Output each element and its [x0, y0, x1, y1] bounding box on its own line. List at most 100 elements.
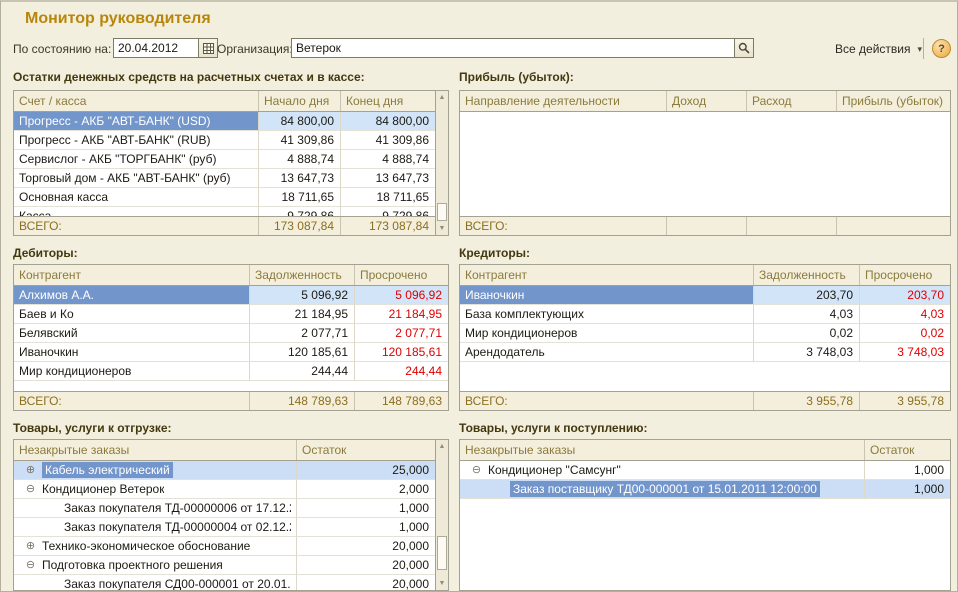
overdue-value: 120 185,61	[355, 343, 448, 362]
remainder-value: 1,000	[865, 461, 950, 480]
debtors-col-counterparty[interactable]: Контрагент	[14, 265, 250, 285]
table-row[interactable]: Мир кондиционеров 244,44 244,44	[14, 362, 448, 381]
scroll-down-icon[interactable]: ▼	[438, 580, 446, 587]
table-row[interactable]: Заказ покупателя ТД-00000004 от 02.12.20…	[14, 518, 435, 537]
creditors-col-debt[interactable]: Задолженность	[754, 265, 860, 285]
cash-scrollbar[interactable]: ▲ ▼	[435, 91, 448, 235]
account-name: Касса	[14, 207, 259, 216]
scroll-down-icon[interactable]: ▼	[438, 225, 446, 232]
remainder-value: 20,000	[297, 537, 435, 556]
receipt-col-orders[interactable]: Незакрытые заказы	[460, 440, 865, 460]
total-debt: 3 955,78	[754, 392, 860, 410]
scroll-up-icon[interactable]: ▲	[438, 443, 446, 450]
counterparty-name: Арендодатель	[460, 343, 754, 362]
table-row[interactable]: Касса 9 729,86 9 729,86	[14, 207, 435, 216]
table-row[interactable]: Торговый дом - АКБ "АВТ-БАНК" (руб) 13 6…	[14, 169, 435, 188]
organization-field	[291, 38, 754, 58]
start-balance: 18 711,65	[259, 188, 341, 207]
end-balance: 9 729,86	[341, 207, 435, 216]
debt-value: 203,70	[754, 286, 860, 305]
all-actions-button[interactable]: Все действия ▾	[835, 40, 922, 58]
table-row[interactable]: Баев и Ко 21 184,95 21 184,95	[14, 305, 448, 324]
table-row[interactable]: Иваночкин 120 185,61 120 185,61	[14, 343, 448, 362]
shipment-table: Незакрытые заказы Остаток ⊕ Кабель элект…	[13, 439, 449, 591]
creditors-col-overdue[interactable]: Просрочено	[865, 268, 933, 282]
total-debt: 148 789,63	[250, 392, 355, 410]
expand-plus-icon[interactable]: ⊕	[25, 463, 36, 476]
profit-col-income[interactable]: Доход	[667, 91, 747, 111]
cash-table-body: Прогресс - АКБ "АВТ-БАНК" (USD) 84 800,0…	[14, 112, 435, 216]
collapse-minus-icon[interactable]: ⊖	[471, 463, 482, 476]
account-name: Основная касса	[14, 188, 259, 207]
debtors-table-header: Контрагент Задолженность Просрочено	[14, 265, 448, 286]
shipment-scrollbar[interactable]: ▲ ▼	[435, 440, 448, 590]
scrollbar-thumb[interactable]	[437, 536, 447, 570]
table-row[interactable]: Прогресс - АКБ "АВТ-БАНК" (RUB) 41 309,8…	[14, 131, 435, 150]
start-balance: 41 309,86	[259, 131, 341, 150]
creditors-col-counterparty[interactable]: Контрагент	[460, 265, 754, 285]
order-name: Заказ покупателя ТД-00000006 от 17.12.20…	[64, 501, 291, 515]
order-name: Заказ поставщику ТД00-000001 от 15.01.20…	[510, 481, 820, 497]
debtors-col-debt[interactable]: Задолженность	[250, 265, 355, 285]
calendar-button[interactable]	[199, 38, 218, 58]
profit-table: Направление деятельности Доход Расход Пр…	[459, 90, 951, 236]
table-row[interactable]: ⊖ Кондиционер "Самсунг" 1,000	[460, 461, 950, 480]
profit-col-expense[interactable]: Расход	[747, 91, 837, 111]
counterparty-name: Белявский	[14, 324, 250, 343]
counterparty-name: Иваночкин	[14, 343, 250, 362]
table-row[interactable]: ⊖ Кондиционер Ветерок 2,000	[14, 480, 435, 499]
profit-total-row: ВСЕГО:	[460, 216, 950, 235]
help-button[interactable]: ?	[932, 39, 951, 58]
total-expense	[747, 217, 837, 235]
table-row[interactable]: Заказ покупателя СД00-000001 от 20.01.20…	[14, 575, 435, 590]
table-row[interactable]: Арендодатель 3 748,03 3 748,03	[460, 343, 950, 362]
cash-col-account[interactable]: Счет / касса	[14, 91, 259, 111]
table-row[interactable]: ⊕ Кабель электрический 25,000	[14, 461, 435, 480]
expand-plus-icon[interactable]: ⊕	[25, 539, 36, 552]
total-label: ВСЕГО:	[460, 392, 754, 410]
table-row[interactable]: Основная касса 18 711,65 18 711,65	[14, 188, 435, 207]
creditors-table: Контрагент Задолженность Просрочено Иван…	[459, 264, 951, 411]
cash-col-start[interactable]: Начало дня	[259, 91, 341, 111]
creditors-table-body: Иваночкин 203,70 203,70 База комплектующ…	[460, 286, 950, 391]
debtors-col-overdue[interactable]: Просрочено	[360, 268, 428, 282]
debt-value: 3 748,03	[754, 343, 860, 362]
table-row[interactable]: ⊕ Технико-экономическое обоснование 20,0…	[14, 537, 435, 556]
overdue-value: 3 748,03	[860, 343, 950, 362]
shipment-col-orders[interactable]: Незакрытые заказы	[14, 440, 297, 460]
scroll-up-icon[interactable]: ▲	[438, 94, 446, 101]
profit-col-direction[interactable]: Направление деятельности	[460, 91, 667, 111]
table-row[interactable]: Заказ поставщику ТД00-000001 от 15.01.20…	[460, 480, 950, 499]
receipt-col-remainder[interactable]: Остаток	[870, 443, 915, 457]
remainder-value: 25,000	[297, 461, 435, 480]
collapse-minus-icon[interactable]: ⊖	[25, 558, 36, 571]
total-overdue: 3 955,78	[897, 394, 944, 408]
shipment-col-remainder[interactable]: Остаток	[302, 443, 347, 457]
debtors-table-body: Алхимов А.А. 5 096,92 5 096,92 Баев и Ко…	[14, 286, 448, 391]
table-row[interactable]: ⊖ Подготовка проектного решения 20,000	[14, 556, 435, 575]
total-overdue: 148 789,63	[381, 394, 442, 408]
shipment-table-body: ⊕ Кабель электрический 25,000 ⊖ Кондицио…	[14, 461, 435, 590]
organization-input[interactable]	[291, 38, 735, 58]
table-row[interactable]: Белявский 2 077,71 2 077,71	[14, 324, 448, 343]
overdue-value: 203,70	[860, 286, 950, 305]
total-income	[667, 217, 747, 235]
cash-col-end[interactable]: Конец дня	[346, 94, 404, 108]
collapse-minus-icon[interactable]: ⊖	[25, 482, 36, 495]
table-row[interactable]: Алхимов А.А. 5 096,92 5 096,92	[14, 286, 448, 305]
creditors-total-row: ВСЕГО: 3 955,78 3 955,78	[460, 391, 950, 410]
table-row[interactable]: Заказ покупателя ТД-00000006 от 17.12.20…	[14, 499, 435, 518]
table-row[interactable]: База комплектующих 4,03 4,03	[460, 305, 950, 324]
receipt-table: Незакрытые заказы Остаток ⊖ Кондиционер …	[459, 439, 951, 591]
table-row[interactable]: Сервислог - АКБ "ТОРГБАНК" (руб) 4 888,7…	[14, 150, 435, 169]
organization-lookup-button[interactable]	[735, 38, 754, 58]
remainder-value: 20,000	[297, 556, 435, 575]
date-input[interactable]	[113, 38, 199, 58]
table-row[interactable]: Иваночкин 203,70 203,70	[460, 286, 950, 305]
debt-value: 5 096,92	[250, 286, 355, 305]
profit-col-profit[interactable]: Прибыль (убыток)	[842, 94, 943, 108]
scrollbar-thumb[interactable]	[437, 203, 447, 221]
table-row[interactable]: Мир кондиционеров 0,02 0,02	[460, 324, 950, 343]
table-row[interactable]: Прогресс - АКБ "АВТ-БАНК" (USD) 84 800,0…	[14, 112, 435, 131]
shipment-section-title: Товары, услуги к отгрузке:	[13, 421, 172, 435]
